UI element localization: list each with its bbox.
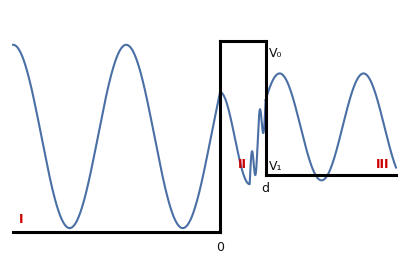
Text: d: d bbox=[262, 182, 270, 195]
Text: 0: 0 bbox=[216, 242, 224, 255]
Text: II: II bbox=[239, 158, 247, 171]
Text: V₁: V₁ bbox=[269, 160, 282, 173]
Text: I: I bbox=[19, 213, 24, 226]
Text: III: III bbox=[376, 158, 390, 171]
Text: V₀: V₀ bbox=[269, 47, 282, 60]
